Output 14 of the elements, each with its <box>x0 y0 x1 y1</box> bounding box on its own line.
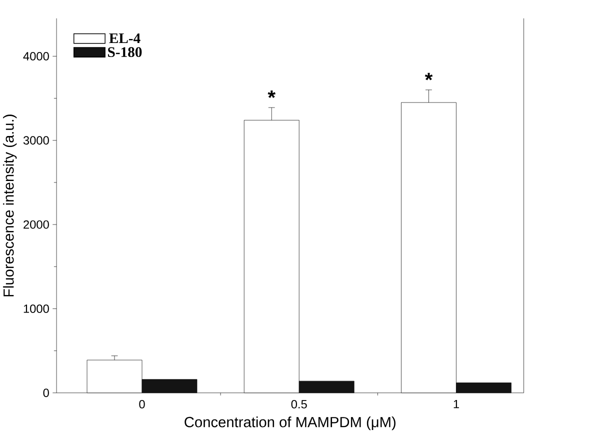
y-tick-label: 4000 <box>23 52 49 61</box>
x-tick-label: 1 <box>454 400 459 408</box>
annotation: * <box>268 90 276 98</box>
y-tick-label: 0 <box>43 388 49 398</box>
y-tick-label: 2000 <box>24 220 49 229</box>
y-axis-title: Fluorescence intensity (a.u.) <box>3 114 17 297</box>
legend-label: S-180 <box>108 47 142 58</box>
y-tick-label: 3000 <box>23 136 49 145</box>
y-tick-label: 1000 <box>24 304 49 314</box>
legend-label: EL-4 <box>109 34 140 44</box>
x-tick-label: 0 <box>139 400 145 409</box>
annotation: * <box>424 73 433 81</box>
x-tick-label: 0.5 <box>291 400 307 409</box>
x-axis-title: Concentration of MAMPDM (μM) <box>184 416 396 430</box>
